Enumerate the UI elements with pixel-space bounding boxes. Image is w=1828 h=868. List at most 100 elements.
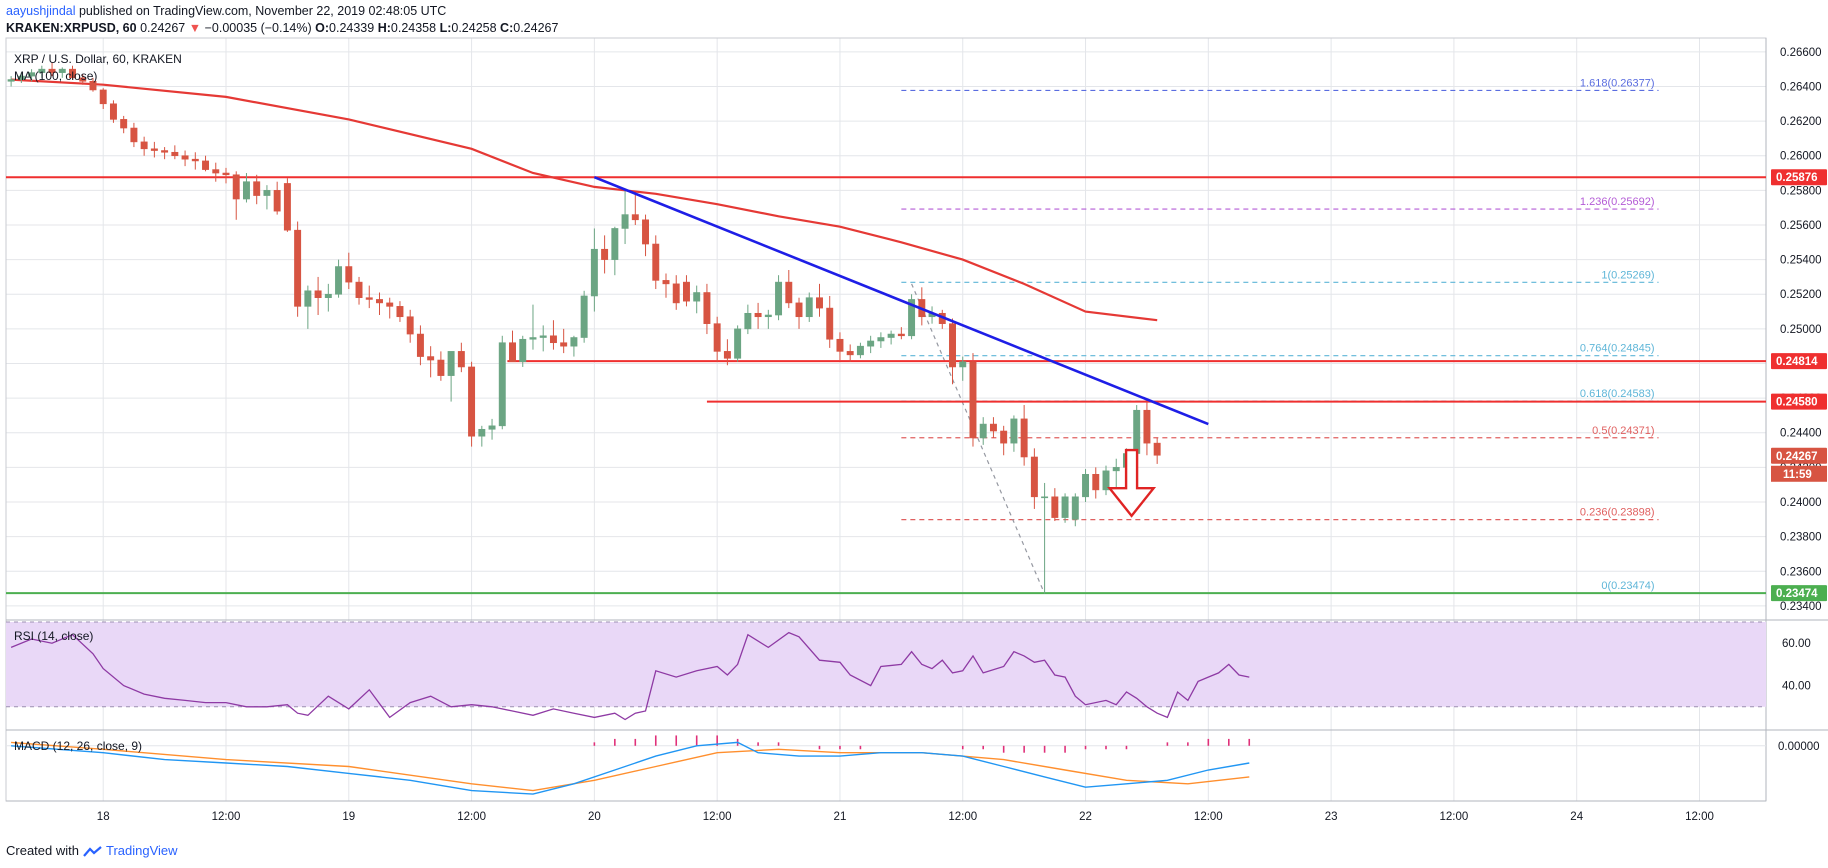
candle-bearish — [672, 283, 680, 304]
candle-bearish — [386, 302, 394, 307]
candle-bullish — [1061, 496, 1069, 518]
candle-bullish — [1082, 473, 1090, 498]
candle-bearish — [1143, 409, 1151, 444]
candle-bearish — [468, 366, 476, 437]
candle-bearish — [662, 280, 670, 285]
time-tick-label: 21 — [834, 811, 847, 823]
candle-bullish — [263, 190, 271, 196]
macd-tick-label: 0.00000 — [1778, 741, 1820, 753]
author-link[interactable]: aayushjindal — [6, 4, 76, 18]
time-tick-label: 12:00 — [212, 811, 241, 823]
time-tick-label: 12:00 — [1685, 811, 1714, 823]
ohlc-header: KRAKEN:XRPUSD, 60 0.24267 ▼ −0.00035 (−0… — [6, 21, 558, 35]
candle-bearish — [601, 248, 609, 260]
candle-bearish — [376, 299, 383, 304]
last-price-badge-bg — [1771, 447, 1827, 464]
candle-bearish — [682, 281, 690, 302]
fib-level-label: 0.618(0.24583) — [1580, 388, 1655, 400]
candle-bearish — [202, 160, 210, 170]
candle-bullish — [590, 248, 598, 297]
fib-level-label: 0(0.23474) — [1601, 580, 1654, 592]
last-price: 0.24267 — [140, 21, 186, 35]
down-arrow-icon — [1107, 448, 1157, 518]
candle-bearish — [816, 297, 823, 309]
tradingview-link[interactable]: TradingView — [106, 843, 178, 858]
time-tick-label: 12:00 — [457, 811, 486, 823]
candle-bearish — [150, 148, 158, 151]
candle-bearish — [713, 323, 721, 352]
fib-level-label: 1.618(0.26377) — [1580, 77, 1655, 89]
level-price-badge-bg — [1771, 393, 1827, 410]
candle-bearish — [99, 89, 107, 105]
time-tick-label: 19 — [342, 811, 355, 823]
fib-swing-line — [911, 283, 1046, 594]
candle-bearish — [652, 243, 660, 281]
candle-bullish — [1133, 409, 1141, 454]
candle-bearish — [283, 183, 291, 231]
candle-bearish — [212, 169, 220, 174]
price-tick-label: 0.26600 — [1780, 47, 1822, 59]
price-tick-label: 0.23400 — [1780, 601, 1822, 613]
price-tick-label: 0.26200 — [1780, 116, 1822, 128]
candle-bearish — [253, 181, 261, 196]
candle-bullish — [519, 338, 527, 363]
rsi-line — [10, 631, 1250, 721]
candle-bearish — [846, 351, 854, 356]
level-price-badge-bg — [1771, 353, 1827, 370]
footer: Created with TradingView — [6, 843, 178, 858]
price-tick-label: 0.23800 — [1780, 532, 1822, 544]
time-tick-label: 12:00 — [703, 811, 732, 823]
level-price-badge: 0.24580 — [1776, 397, 1818, 409]
price-tick-label: 0.25600 — [1780, 220, 1822, 232]
candle-bullish — [734, 328, 742, 359]
countdown-badge: 11:59 — [1783, 469, 1812, 481]
candle-bearish — [795, 302, 803, 318]
candle-bearish — [1000, 430, 1008, 444]
macd-legend: MACD (12, 26, close, 9) — [14, 739, 143, 753]
candle-bearish — [365, 297, 373, 300]
price-tick-label: 0.23600 — [1780, 566, 1822, 578]
low-value: 0.24258 — [451, 21, 497, 35]
fib-level-label: 0.5(0.24371) — [1592, 425, 1654, 437]
candle-bearish — [949, 323, 956, 368]
candle-bullish — [856, 345, 864, 356]
candle-bullish — [17, 75, 25, 80]
macd-signal-line — [11, 741, 1250, 792]
candle-bearish — [642, 219, 650, 245]
high-label: H: — [377, 21, 391, 35]
candle-bullish — [304, 290, 312, 307]
change-down-arrow-icon: ▼ — [188, 21, 202, 35]
fib-level-label: 0.236(0.23898) — [1580, 507, 1655, 519]
candle-bearish — [130, 127, 138, 143]
price-tick-label: 0.24400 — [1780, 428, 1822, 440]
candle-bearish — [396, 306, 404, 318]
rsi-band — [6, 622, 1766, 707]
candle-bearish — [191, 158, 199, 162]
candle-bearish — [120, 119, 128, 129]
candle-bearish — [989, 423, 997, 432]
ma-legend: MA (100, close) — [14, 69, 98, 83]
candle-bullish — [867, 340, 875, 347]
chart-title: XRP / U.S. Dollar, 60, KRAKEN — [14, 52, 182, 66]
candle-bullish — [1041, 496, 1049, 499]
candle-bullish — [959, 361, 967, 368]
countdown-badge-bg — [1771, 465, 1827, 482]
open-value: 0.24339 — [329, 21, 375, 35]
close-label: C: — [500, 21, 514, 35]
candle-bearish — [703, 292, 711, 324]
fib-level-label: 0.764(0.24845) — [1580, 343, 1655, 355]
symbol-label: KRAKEN:XRPUSD, 60 — [6, 21, 137, 35]
candle-bullish — [805, 297, 813, 318]
level-price-badge: 0.23474 — [1776, 588, 1818, 600]
candle-bearish — [406, 316, 414, 335]
high-value: 0.24358 — [390, 21, 437, 35]
candle-bullish — [570, 337, 578, 347]
candle-bullish — [529, 337, 537, 340]
candle-bullish — [887, 333, 895, 338]
candle-bullish — [744, 312, 752, 330]
candle-bullish — [764, 314, 772, 318]
candle-bullish — [242, 181, 250, 200]
candle-bearish — [549, 335, 557, 344]
candle-bearish — [826, 307, 834, 340]
